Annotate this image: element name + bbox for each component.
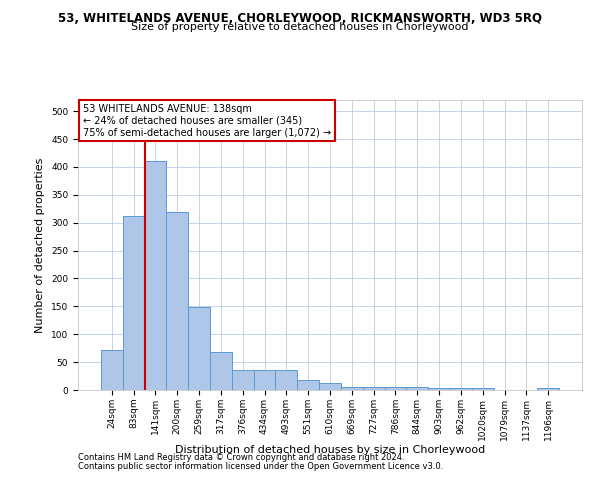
Bar (101, 350, 123, 390)
Bar (188, 308, 210, 390)
Bar (406, 386, 428, 390)
Text: Contains HM Land Registry data © Crown copyright and database right 2024.: Contains HM Land Registry data © Crown c… (78, 454, 404, 462)
Bar (297, 380, 319, 390)
Bar (472, 388, 494, 390)
Bar (254, 370, 275, 390)
Bar (450, 388, 472, 390)
Bar (537, 388, 559, 390)
Bar (145, 162, 166, 390)
Y-axis label: Number of detached properties: Number of detached properties (35, 158, 46, 332)
Bar (166, 212, 188, 390)
Bar (428, 388, 450, 390)
Text: 53 WHITELANDS AVENUE: 138sqm
← 24% of detached houses are smaller (345)
75% of s: 53 WHITELANDS AVENUE: 138sqm ← 24% of de… (83, 104, 331, 138)
Bar (319, 384, 341, 390)
Bar (275, 370, 297, 390)
Bar (123, 216, 145, 390)
Bar (210, 352, 232, 390)
Bar (341, 386, 363, 390)
Text: Contains public sector information licensed under the Open Government Licence v3: Contains public sector information licen… (78, 462, 443, 471)
Bar (385, 386, 406, 390)
Text: 53, WHITELANDS AVENUE, CHORLEYWOOD, RICKMANSWORTH, WD3 5RQ: 53, WHITELANDS AVENUE, CHORLEYWOOD, RICK… (58, 12, 542, 26)
Bar (363, 386, 385, 390)
X-axis label: Distribution of detached houses by size in Chorleywood: Distribution of detached houses by size … (175, 446, 485, 456)
Bar (232, 370, 254, 390)
Text: Size of property relative to detached houses in Chorleywood: Size of property relative to detached ho… (131, 22, 469, 32)
